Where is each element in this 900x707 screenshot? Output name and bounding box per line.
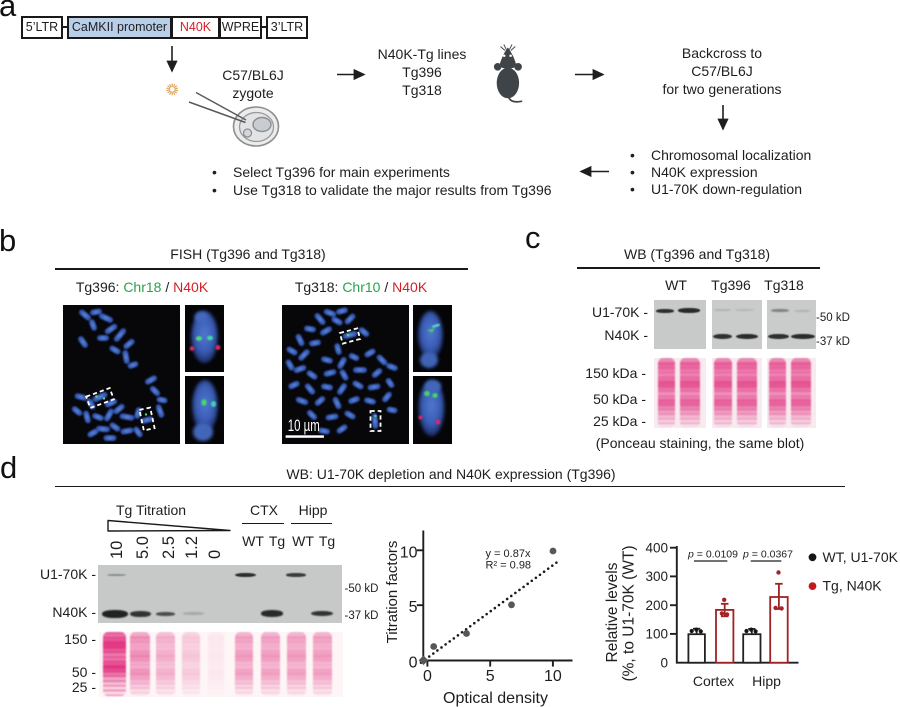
svg-text:400: 400 <box>645 540 668 555</box>
svg-text:200: 200 <box>645 598 668 613</box>
svg-text:Cortex: Cortex <box>693 673 734 689</box>
svg-text:(%, to U1-70K (WT): (%, to U1-70K (WT) <box>621 545 638 681</box>
svg-text:0: 0 <box>409 655 418 672</box>
svg-text:Titration factors: Titration factors <box>384 541 401 644</box>
svg-text:R² = 0.98: R² = 0.98 <box>486 560 532 572</box>
svg-text:100: 100 <box>645 627 668 642</box>
svg-text:5: 5 <box>486 668 495 685</box>
svg-text:p = 0.0367: p = 0.0367 <box>742 549 793 561</box>
svg-text:y = 0.87x: y = 0.87x <box>486 548 531 560</box>
svg-text:5: 5 <box>409 599 418 616</box>
svg-text:0: 0 <box>423 668 432 685</box>
svg-text:WT, U1-70K: WT, U1-70K <box>823 549 899 565</box>
svg-text:Relative levels: Relative levels <box>604 562 621 662</box>
svg-text:Optical density: Optical density <box>443 690 548 707</box>
svg-text:10: 10 <box>544 668 562 685</box>
svg-text:Tg, N40K: Tg, N40K <box>823 578 883 594</box>
svg-text:p = 0.0109: p = 0.0109 <box>687 549 738 561</box>
svg-text:300: 300 <box>645 569 668 584</box>
svg-text:10 µm: 10 µm <box>288 416 320 435</box>
svg-text:10: 10 <box>400 545 418 562</box>
svg-text:0: 0 <box>660 655 668 670</box>
svg-text:Hipp: Hipp <box>752 673 781 689</box>
